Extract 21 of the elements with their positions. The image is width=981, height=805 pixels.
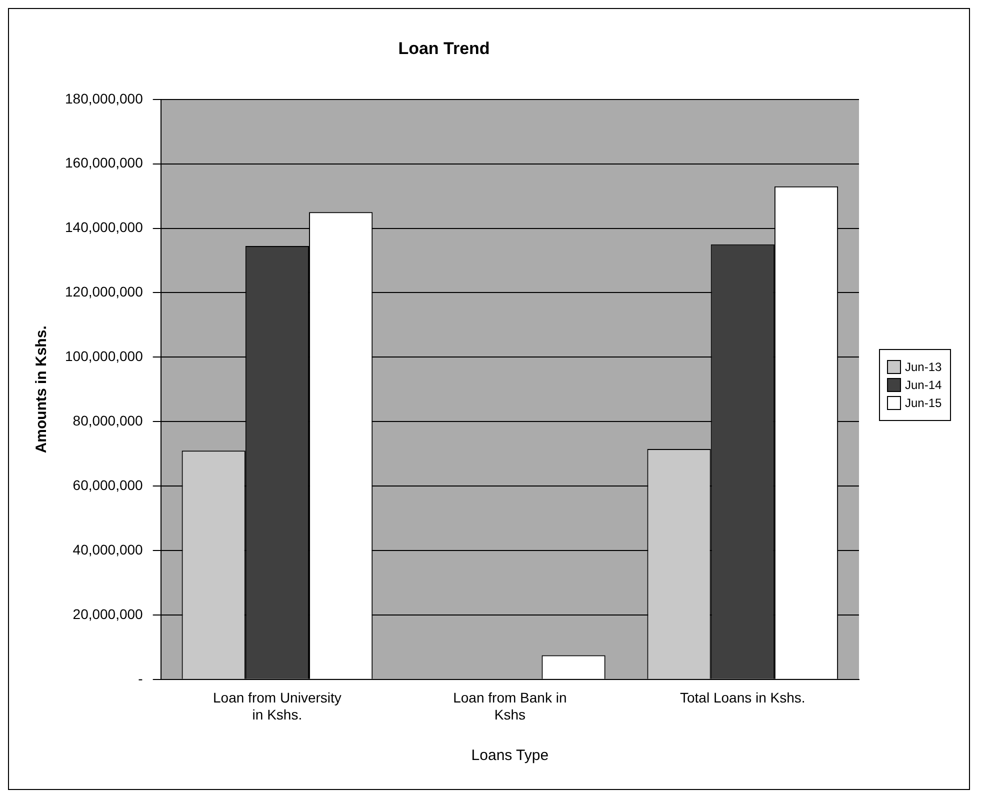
category-label: Loan from University (213, 690, 342, 706)
x-axis-title: Loans Type (471, 747, 549, 764)
y-tick-label: 120,000,000 (64, 284, 144, 300)
y-tick-label: 100,000,000 (64, 348, 144, 364)
category-label: Total Loans in Kshs. (680, 690, 806, 706)
chart-title: Loan Trend (398, 38, 490, 58)
y-tick-label: 20,000,000 (72, 606, 144, 622)
y-tick-label: 180,000,000 (64, 90, 144, 106)
category-label: in Kshs. (252, 706, 302, 722)
y-tick-label: 160,000,000 (64, 154, 144, 171)
y-axis-title: Amounts in Kshs. (33, 326, 50, 454)
y-tick-label: - (138, 670, 144, 686)
category-label: Kshs (494, 706, 526, 722)
legend-label: Jun-14 (905, 378, 942, 392)
y-tick-label: 40,000,000 (72, 541, 144, 558)
category-label: Loan from Bank in (453, 690, 567, 706)
legend-label: Jun-15 (905, 396, 942, 410)
y-tick-label: 60,000,000 (72, 476, 144, 493)
y-tick-label: 140,000,000 (64, 219, 144, 236)
y-tick-label: 80,000,000 (72, 412, 144, 428)
legend-label: Jun-13 (905, 360, 942, 374)
